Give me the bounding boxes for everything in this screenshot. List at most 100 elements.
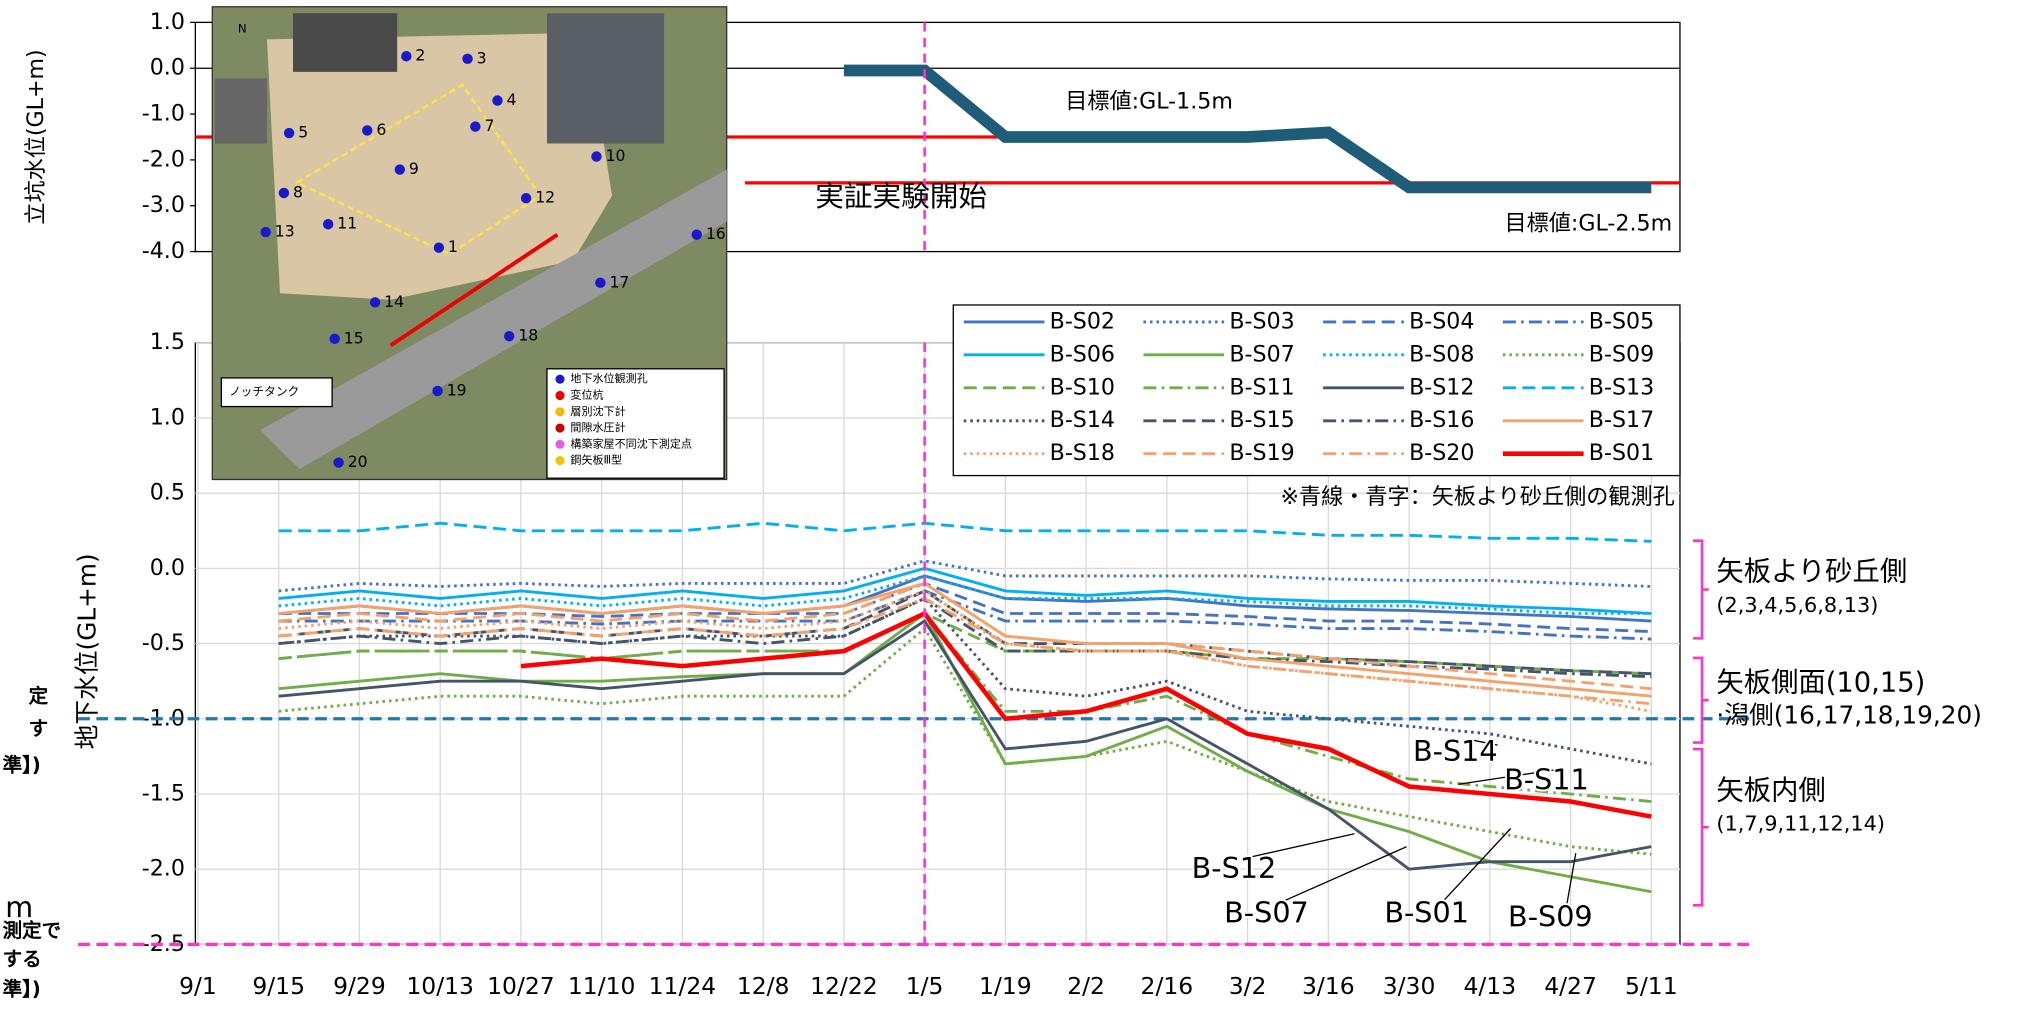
map-building: [293, 13, 398, 72]
line-label: B-S12: [1192, 851, 1277, 885]
map-point: [322, 219, 334, 230]
x-tick-label: 12/22: [810, 972, 878, 1000]
y-tick-label: 0.5: [150, 480, 185, 506]
map-point-label: 16: [706, 225, 726, 243]
map-point-label: 9: [409, 160, 419, 178]
cut-note: す: [29, 717, 49, 740]
y-tick-label: -4.0: [142, 238, 185, 264]
map-point-label: 11: [337, 215, 357, 233]
legend-box: [952, 304, 1681, 477]
line-label: B-S14: [1413, 734, 1498, 768]
line-label: B-S09: [1508, 899, 1593, 933]
x-tick-label: 9/29: [333, 972, 386, 1000]
series-line: [278, 521, 1652, 543]
map-building: [214, 78, 267, 144]
map-point: [369, 297, 381, 308]
leader-line: [1282, 846, 1407, 903]
note: ※青線・青字：矢板より砂丘側の観測孔: [1281, 484, 1675, 510]
series-line: [278, 589, 1652, 713]
map-point-label: 1: [448, 238, 458, 256]
map-ground: [266, 32, 613, 300]
compass: N: [238, 21, 247, 35]
target-label: 目標値:GL-1.5m: [1065, 88, 1233, 114]
map-point-label: 4: [507, 91, 517, 109]
legend-label: B-S19: [1229, 440, 1294, 466]
map-legend-marker: [555, 423, 565, 433]
group-members: (1,7,9,11,12,14): [1716, 812, 1885, 836]
map-point: [394, 164, 406, 175]
y-axis-title: 地下水位(GL+m): [73, 553, 102, 749]
series-line: [278, 626, 1652, 856]
map-point: [595, 277, 606, 289]
x-tick-label: 4/27: [1544, 972, 1597, 1000]
x-tick-label: 5/11: [1625, 972, 1678, 1000]
map-point-label: 13: [275, 223, 295, 241]
map-point-label: 3: [477, 49, 487, 67]
y-tick-label: -3.0: [142, 192, 185, 218]
legend-label: B-S18: [1050, 440, 1115, 466]
line-label: B-S11: [1504, 763, 1589, 797]
legend-label: B-S05: [1589, 308, 1654, 334]
legend: B-S02 B-S03 B-S04 B-S05 B-S06 B-S07 B-S08 B-S09…: [952, 304, 1681, 477]
leader-line: [1566, 853, 1577, 906]
map-legend-label: 変位杭: [570, 387, 603, 401]
series-line: [278, 589, 1652, 676]
map-point: [462, 53, 473, 65]
legend-label: B-S06: [1050, 341, 1115, 367]
x-tick-label: 12/8: [737, 972, 790, 1000]
legend-label: B-S12: [1409, 374, 1474, 400]
map-point-label: 10: [606, 147, 626, 165]
y-tick-label: -2.0: [142, 856, 185, 882]
legend-label: B-S15: [1229, 407, 1294, 433]
series-line: [278, 574, 1652, 615]
map-legend-label: 間隙水圧計: [570, 420, 625, 434]
x-tick-label: 9/1: [179, 972, 217, 1000]
legend-label: B-S20: [1409, 440, 1474, 466]
legend-label: B-S11: [1229, 374, 1294, 400]
x-tick-label: 11/10: [568, 972, 636, 1000]
cut-note: 準】): [3, 977, 41, 1000]
y-tick-label: -0.5: [142, 630, 185, 656]
cut-note: 定: [29, 684, 49, 707]
map-legend-marker: [555, 374, 565, 384]
series-line: [278, 596, 1652, 706]
x-tick-label: 10/27: [487, 972, 555, 1000]
x-tick-label: 1/19: [979, 972, 1032, 1000]
leader-line: [1458, 767, 1563, 785]
legend-label: B-S07: [1229, 341, 1294, 367]
leader-line: [1250, 833, 1355, 858]
series-line: [278, 581, 1652, 698]
series-line: [278, 566, 1652, 615]
cut-note: m: [5, 890, 33, 924]
map-road: [260, 169, 727, 470]
map-point-label: 20: [348, 453, 368, 471]
group-title: 矢板内側: [1716, 776, 1825, 807]
map-point-label: 2: [415, 47, 425, 65]
y-tick-label: 1.5: [150, 329, 185, 355]
legend-label: B-S08: [1409, 341, 1474, 367]
cut-note: 準】): [3, 753, 41, 776]
tank-label: ノッチタンク: [229, 385, 299, 399]
group-members: ·潟側(16,17,18,19,20): [1716, 701, 1981, 730]
series-line: [278, 611, 1652, 803]
y-tick-label: 0.0: [150, 555, 185, 581]
bracket: [1692, 747, 1709, 907]
series-line: [278, 619, 1652, 871]
x-tick-label: 3/30: [1383, 972, 1436, 1000]
bracket: [1692, 656, 1709, 744]
group-title: 矢板側面(10,15): [1716, 667, 1925, 698]
sheet-pile: [294, 83, 543, 256]
map-legend: [546, 368, 725, 479]
y-tick-label: -2.0: [142, 146, 185, 172]
leader-line: [1442, 828, 1512, 902]
map-point-label: 7: [484, 117, 494, 135]
bracket: [1692, 539, 1709, 640]
map-point: [591, 151, 602, 162]
map-point-label: 15: [344, 329, 364, 347]
x-tick-label: 9/15: [252, 972, 305, 1000]
x-tick-label: 11/24: [649, 972, 717, 1000]
map-point-label: 19: [447, 381, 467, 399]
legend-label: B-S09: [1589, 341, 1654, 367]
tank-box: [220, 377, 333, 408]
